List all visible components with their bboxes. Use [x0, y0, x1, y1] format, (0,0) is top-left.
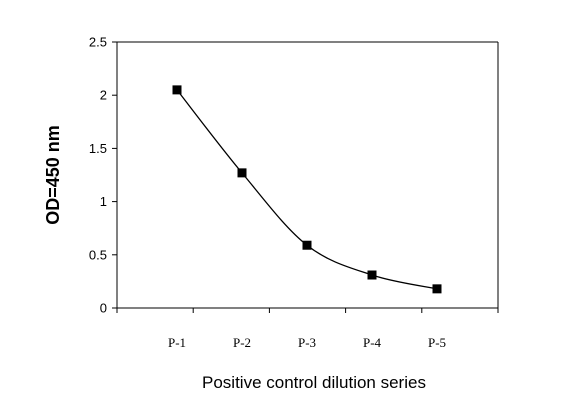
x-tick-label: P-2 [233, 335, 251, 350]
x-tick-label: P-3 [298, 335, 316, 350]
y-tick-label: 1 [100, 194, 107, 209]
x-tick-label: P-4 [363, 335, 382, 350]
data-point-marker [237, 168, 247, 178]
x-tick-label: P-5 [428, 335, 446, 350]
y-ticks: 0 0.5 1 1.5 2 2.5 [89, 35, 117, 316]
y-tick-label: 1.5 [89, 141, 107, 156]
y-axis-title: OD=450 nm [43, 125, 63, 225]
y-tick-label: 2 [100, 88, 107, 103]
x-ticks: P-1 P-2 P-3 P-4 P-5 [116, 308, 499, 350]
x-axis-title: Positive control dilution series [202, 373, 426, 392]
y-tick-label: 2.5 [89, 35, 107, 50]
x-tick-label: P-1 [168, 335, 186, 350]
y-tick-label: 0.5 [89, 247, 107, 262]
data-point-marker [367, 270, 377, 280]
series-markers [172, 85, 442, 294]
data-point-marker [432, 284, 442, 294]
data-point-marker [172, 85, 182, 95]
data-point-marker [302, 240, 312, 250]
plot-area [116, 41, 499, 309]
y-tick-label: 0 [100, 301, 107, 316]
series-line [176, 89, 438, 290]
